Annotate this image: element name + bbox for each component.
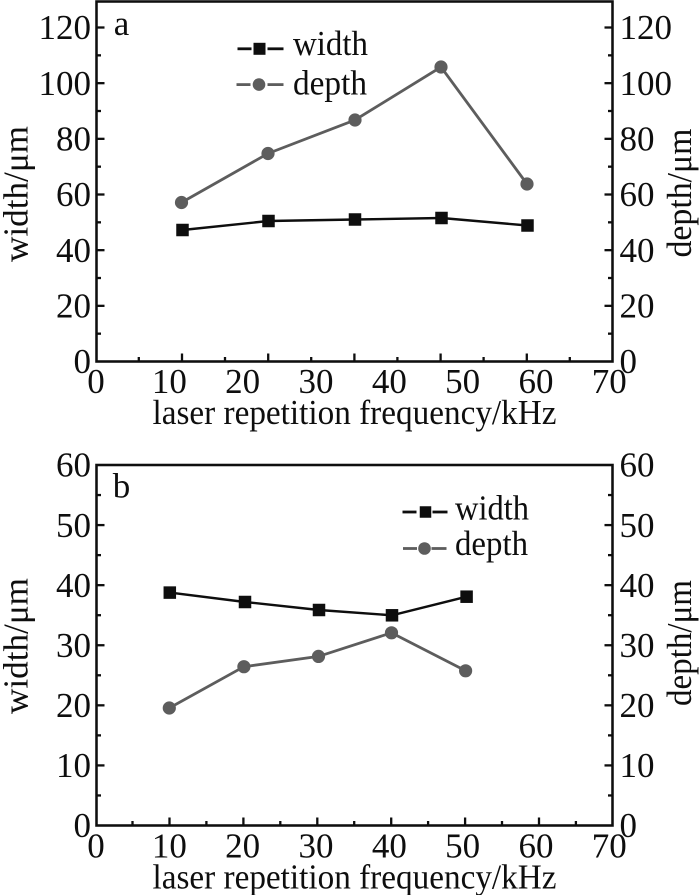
svg-text:0: 0 <box>620 342 638 381</box>
svg-text:80: 80 <box>56 120 91 159</box>
svg-text:50: 50 <box>445 827 480 866</box>
svg-text:depth: depth <box>293 63 367 102</box>
svg-text:60: 60 <box>620 446 655 485</box>
svg-text:40: 40 <box>372 827 407 866</box>
svg-text:width: width <box>455 489 529 528</box>
svg-text:10: 10 <box>56 746 91 785</box>
svg-text:0: 0 <box>87 827 105 866</box>
svg-text:depth/μm: depth/μm <box>660 129 699 258</box>
svg-text:60: 60 <box>518 827 553 866</box>
svg-text:30: 30 <box>620 626 655 665</box>
svg-text:laser repetition frequency/kHz: laser repetition frequency/kHz <box>153 858 557 895</box>
svg-text:60: 60 <box>56 446 91 485</box>
svg-text:100: 100 <box>620 64 673 103</box>
svg-text:a: a <box>114 4 130 43</box>
svg-text:20: 20 <box>56 686 91 725</box>
svg-text:b: b <box>113 467 131 506</box>
svg-text:depth/μm: depth/μm <box>660 580 699 706</box>
svg-text:30: 30 <box>298 362 333 401</box>
svg-text:laser repetition frequency/kHz: laser repetition frequency/kHz <box>153 393 557 432</box>
svg-text:120: 120 <box>620 8 673 47</box>
svg-text:60: 60 <box>518 362 553 401</box>
svg-text:0: 0 <box>74 806 92 845</box>
svg-text:60: 60 <box>56 175 91 214</box>
svg-text:80: 80 <box>620 120 655 159</box>
svg-text:30: 30 <box>298 827 333 866</box>
svg-text:50: 50 <box>56 506 91 545</box>
svg-text:40: 40 <box>620 566 655 605</box>
svg-text:40: 40 <box>56 231 91 270</box>
svg-text:20: 20 <box>620 686 655 725</box>
svg-text:70: 70 <box>592 827 627 866</box>
svg-text:20: 20 <box>56 287 91 326</box>
svg-text:50: 50 <box>620 506 655 545</box>
svg-text:70: 70 <box>592 362 627 401</box>
svg-text:width/μm: width/μm <box>0 126 36 262</box>
svg-text:50: 50 <box>445 362 480 401</box>
svg-text:width/μm: width/μm <box>0 578 36 714</box>
svg-text:depth: depth <box>455 524 528 563</box>
svg-text:10: 10 <box>620 746 655 785</box>
svg-text:10: 10 <box>152 362 187 401</box>
svg-text:20: 20 <box>225 362 260 401</box>
svg-text:100: 100 <box>39 64 92 103</box>
svg-text:20: 20 <box>225 827 260 866</box>
svg-text:width: width <box>293 24 368 63</box>
svg-text:0: 0 <box>87 362 105 401</box>
svg-text:20: 20 <box>620 287 655 326</box>
svg-text:60: 60 <box>620 175 655 214</box>
svg-text:0: 0 <box>620 806 638 845</box>
svg-text:40: 40 <box>56 566 91 605</box>
svg-text:40: 40 <box>372 362 407 401</box>
svg-text:30: 30 <box>56 626 91 665</box>
svg-text:10: 10 <box>152 827 187 866</box>
svg-text:40: 40 <box>620 231 655 270</box>
svg-text:0: 0 <box>74 342 92 381</box>
svg-text:120: 120 <box>39 8 92 47</box>
